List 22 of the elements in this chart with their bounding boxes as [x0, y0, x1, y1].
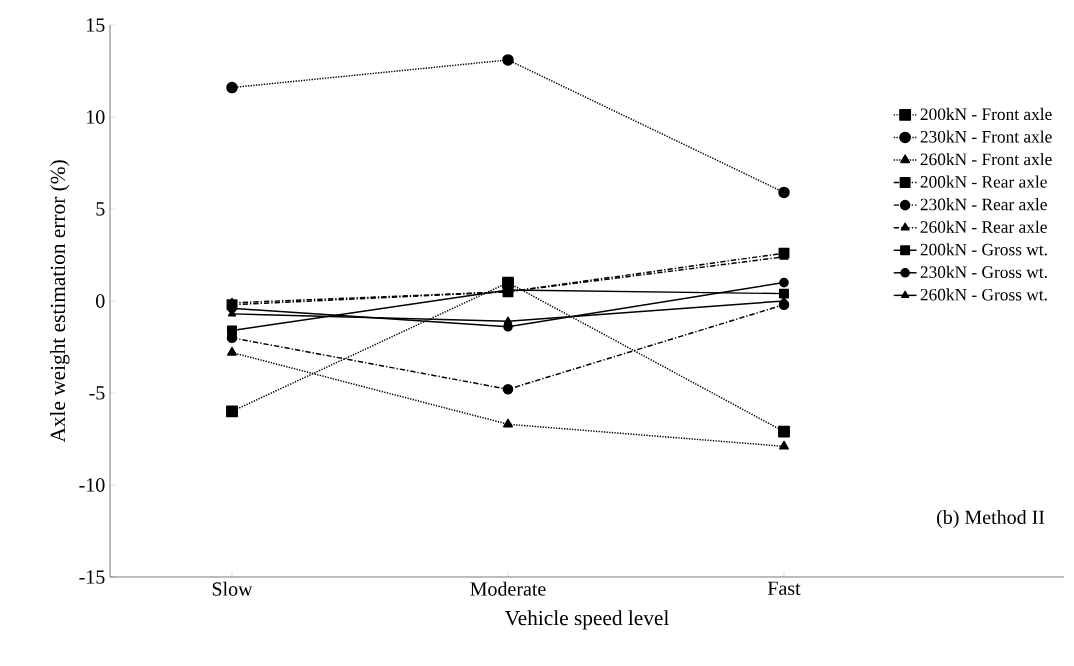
- x-tick-label: Fast: [767, 581, 801, 595]
- legend-label: 260kN - Rear axle: [920, 220, 1047, 233]
- y-tick-label: 15: [87, 18, 105, 32]
- legend-label: 260kN - Gross wt.: [920, 288, 1047, 301]
- x-tick-label: Slow: [212, 581, 253, 596]
- legend-label: 200kN - Rear axle: [920, 175, 1047, 188]
- y-tick-label: -10: [79, 478, 105, 492]
- annotation: (b) Method II: [937, 509, 1045, 529]
- y-tick-label: 10: [87, 110, 105, 124]
- legend-label: 230kN - Gross wt.: [920, 265, 1047, 279]
- legend-label: 200kN - Gross wt.: [920, 243, 1047, 256]
- legend-label: 230kN - Rear axle: [920, 198, 1047, 211]
- y-tick-label: -5: [89, 386, 105, 400]
- y-tick-label: 5: [96, 202, 105, 216]
- legend-label: 230kN - Front axle: [920, 130, 1052, 143]
- x-axis-title: Vehicle speed level: [504, 610, 669, 630]
- y-axis-title: Axle weight estimation error (%): [50, 160, 70, 443]
- legend-label: 260kN - Front axle: [920, 152, 1052, 166]
- legend-label: 200kN - Front axle: [920, 107, 1052, 121]
- y-tick-label: -15: [79, 570, 105, 584]
- x-tick-label: Moderate: [470, 581, 546, 596]
- y-tick-label: 0: [96, 294, 105, 308]
